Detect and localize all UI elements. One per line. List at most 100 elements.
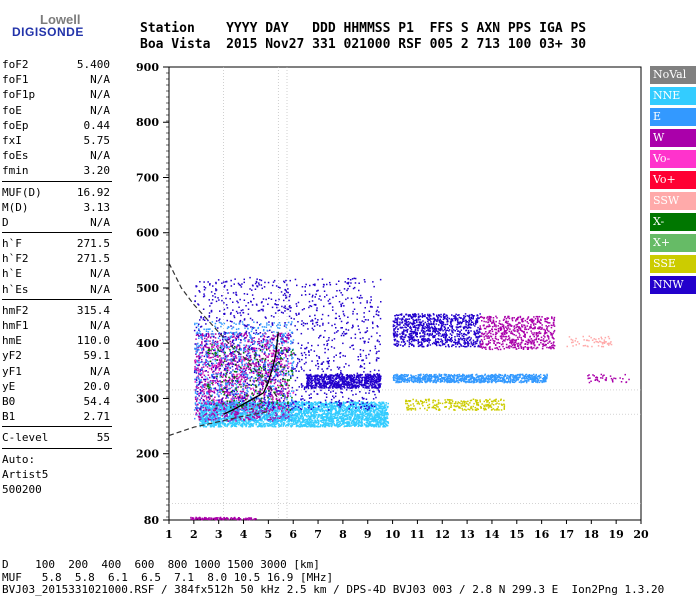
echo-point [221,409,223,411]
echo-point [530,379,533,381]
echo-point [316,409,318,411]
echo-point [366,410,368,412]
echo-point [363,409,365,411]
echo-point [248,421,250,423]
echo-point [308,382,310,385]
echo-point [528,375,531,378]
echo-point [274,403,276,406]
echo-point [481,377,484,380]
echo-point [204,405,207,408]
echo-point [354,425,356,427]
echo-point [348,421,351,423]
echo-point [438,373,441,376]
echo-point [361,385,363,387]
param-value: 54.4 [83,394,111,408]
echo-point [373,419,375,422]
echo-point [327,412,330,414]
echo-point [312,421,314,423]
echo-point [317,414,320,416]
echo-point [462,373,464,376]
echo-point [309,418,311,421]
echo-point [219,410,221,412]
echo-point [316,419,319,421]
echo-point [361,413,364,416]
echo-point [362,386,364,389]
echo-point [297,424,299,427]
echo-point [237,419,239,422]
echo-point [330,412,333,414]
echo-point [347,417,349,419]
echo-point [376,411,378,413]
echo-point [375,407,377,410]
echo-point [470,374,473,376]
echo-point [335,407,337,409]
echo-point [525,376,528,378]
echo-point [373,403,376,405]
param-row: B0 54.4 [2,394,112,409]
echo-point [515,375,518,378]
echo-point [358,417,361,419]
echo-point [320,420,322,422]
echo-point [339,373,341,376]
echo-point [250,423,252,425]
echo-point [233,412,235,414]
echo-point [328,424,330,427]
echo-point [308,420,310,422]
echo-point [305,408,308,410]
echo-point [305,387,308,389]
echo-point [219,423,221,426]
echo-point [490,374,492,377]
echo-point [330,410,333,412]
echo-point [364,424,366,426]
echo-point [506,374,509,377]
echo-point [349,415,351,418]
echo-point [271,416,273,419]
echo-point [338,423,341,426]
echo-point [444,376,446,378]
echo-point [320,415,322,417]
echo-point [365,415,367,418]
echo-point [519,376,521,378]
echo-point [343,403,345,406]
echo-point [326,378,328,381]
echo-point [371,402,373,404]
echo-point [212,422,215,424]
param-label: h`F2 [2,252,29,266]
echo-point [260,422,262,425]
echo-point [343,387,346,389]
echo-point [321,375,323,377]
echo-point [326,383,329,385]
echo-point [328,403,331,406]
echo-point [426,380,428,383]
echo-point [354,404,357,406]
echo-point [326,417,328,419]
echo-point [323,379,325,381]
echo-point [363,376,366,378]
echo-point [379,402,381,405]
echo-point [359,422,362,424]
echo-point [344,408,346,410]
param-value: 5.75 [83,133,111,147]
echo-point [295,425,298,428]
echo-point [365,403,367,405]
echo-point [463,376,466,378]
echo-point [385,419,387,421]
echo-point [385,420,387,423]
echo-point [378,401,381,404]
echo-point [489,381,491,383]
echo-point [457,381,459,384]
echo-point [372,418,374,421]
echo-point [331,409,333,412]
echo-point [456,374,459,376]
echo-point [383,416,386,418]
echo-point [356,374,359,377]
param-value: N/A [90,364,110,378]
echo-point [536,380,538,382]
echo-point [356,409,359,412]
echo-point [302,417,304,420]
echo-point [310,422,312,424]
echo-point [428,374,431,376]
echo-point [327,415,329,418]
echo-point [270,420,272,423]
echo-point [368,409,371,412]
